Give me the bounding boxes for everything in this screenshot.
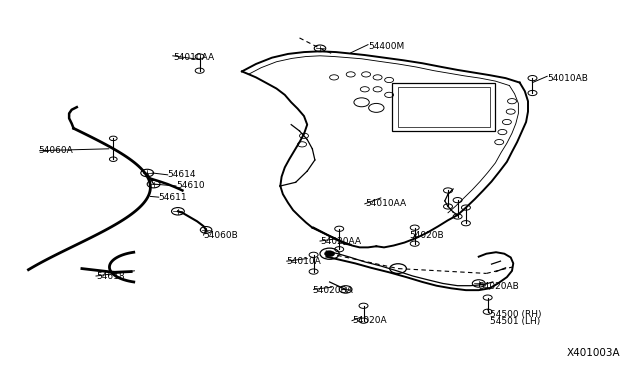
Text: 54020A: 54020A <box>352 316 387 325</box>
Text: 54010AA: 54010AA <box>365 199 406 208</box>
Text: X401003A: X401003A <box>567 348 621 358</box>
Bar <box>392 83 495 131</box>
Text: 54010A: 54010A <box>287 257 321 266</box>
Text: 54610: 54610 <box>176 182 205 190</box>
Text: 54010AA: 54010AA <box>173 53 214 62</box>
Text: 54060A: 54060A <box>38 146 73 155</box>
Text: 54010AB: 54010AB <box>547 74 588 83</box>
Text: 54020AA: 54020AA <box>320 237 361 246</box>
Text: 54020B: 54020B <box>410 231 444 240</box>
Text: 54060B: 54060B <box>204 231 238 240</box>
Text: 54400M: 54400M <box>368 42 404 51</box>
Text: 54020BA: 54020BA <box>312 286 353 295</box>
Text: 54020AB: 54020AB <box>479 282 520 291</box>
Text: 54614: 54614 <box>168 170 196 179</box>
Bar <box>398 87 490 127</box>
Text: 54611: 54611 <box>159 193 188 202</box>
Text: 54500 (RH): 54500 (RH) <box>490 310 541 319</box>
Circle shape <box>324 251 335 257</box>
Text: 54618: 54618 <box>96 272 125 280</box>
Text: 54501 (LH): 54501 (LH) <box>490 317 540 326</box>
